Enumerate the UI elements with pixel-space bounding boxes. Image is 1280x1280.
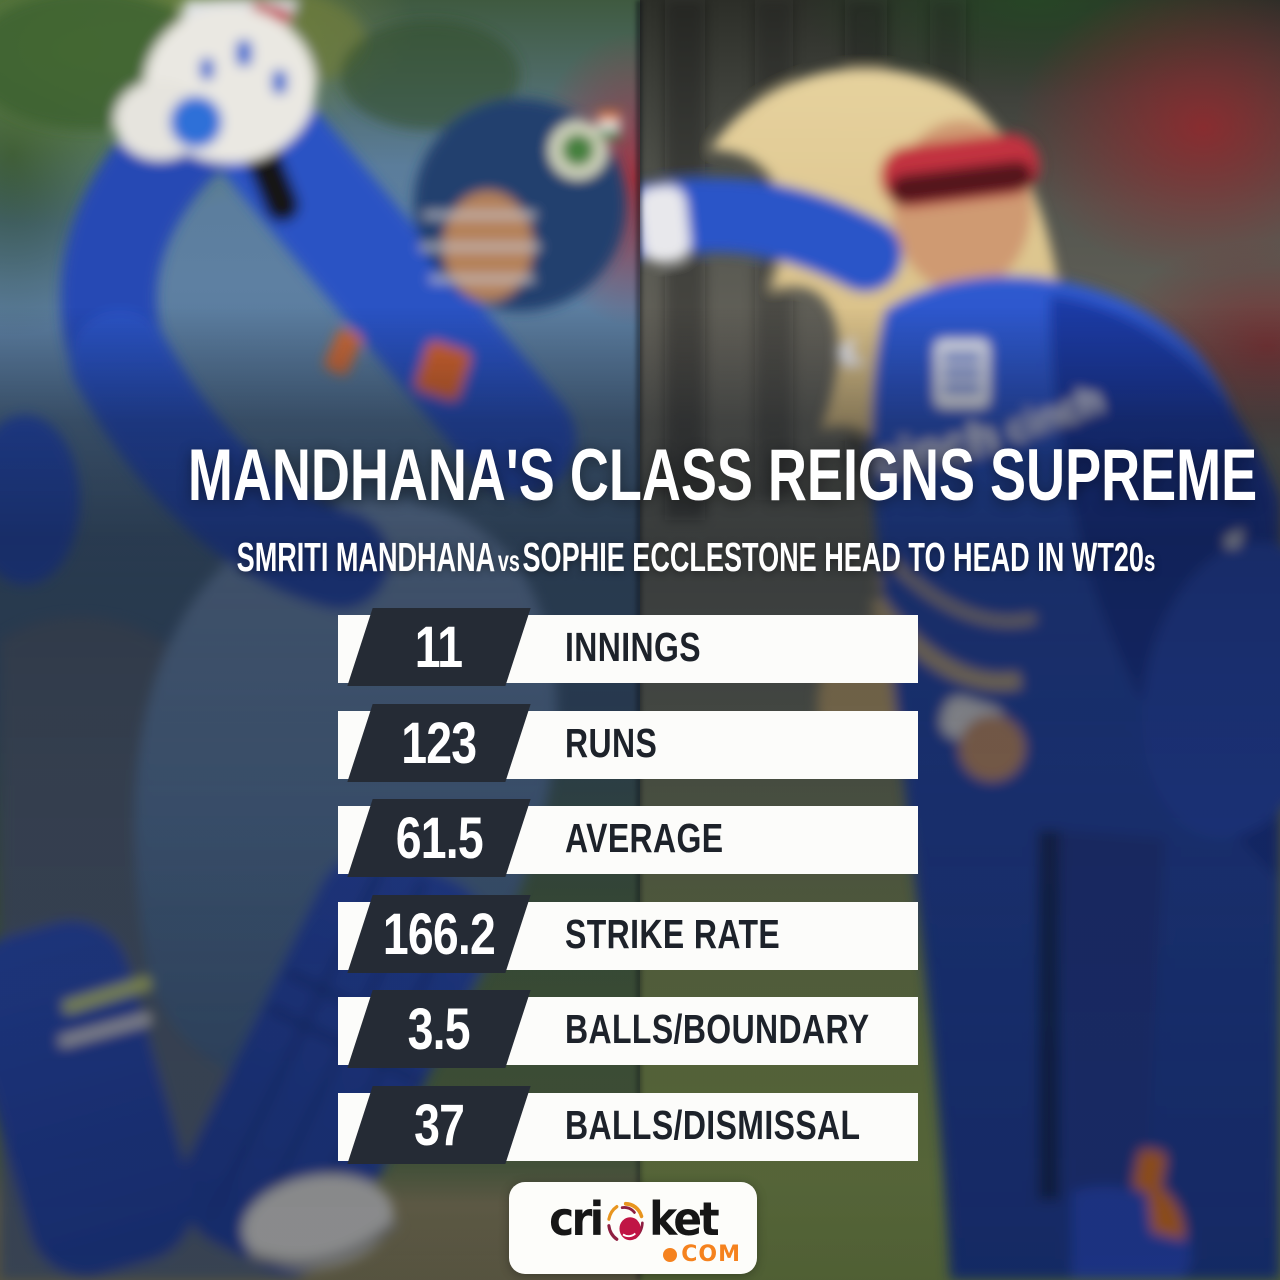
stat-row-strike-rate: 166.2 STRIKE RATE xyxy=(338,895,918,973)
cricket-com-logo: cri ket COM xyxy=(509,1182,757,1274)
cricket-ball-icon xyxy=(604,1199,646,1245)
stat-label: STRIKE RATE xyxy=(565,910,781,957)
subheadline: SMRITI MANDHANAvsSOPHIE ECCLESTONE HEAD … xyxy=(0,534,1280,585)
stat-value: 61.5 xyxy=(395,805,483,871)
logo-text-post: ket xyxy=(649,1192,719,1246)
subtitle-player-left: SMRITI MANDHANA xyxy=(236,534,496,580)
subtitle-vs: vs xyxy=(497,545,520,578)
stat-value: 11 xyxy=(415,614,463,680)
stats-table: 11 INNINGS 123 RUNS 61.5 AVERAGE 166.2 S… xyxy=(338,608,918,1164)
stat-label: BALLS/BOUNDARY xyxy=(565,1005,870,1052)
subtitle-suffix: s xyxy=(1143,543,1156,578)
subheadline-text: SMRITI MANDHANAvsSOPHIE ECCLESTONE HEAD … xyxy=(237,534,1156,585)
subtitle-player-right: SOPHIE ECCLESTONE HEAD TO HEAD IN WT20 xyxy=(522,534,1144,580)
logo-dot-icon xyxy=(663,1247,678,1262)
stat-value-box: 11 xyxy=(347,608,531,686)
stat-label: INNINGS xyxy=(565,623,702,670)
logo-tld: COM xyxy=(663,1242,741,1267)
stat-value: 37 xyxy=(413,1092,464,1158)
stat-value-box: 37 xyxy=(347,1086,531,1164)
logo-wordmark: cri ket xyxy=(519,1192,747,1246)
logo-text-pre: cri xyxy=(549,1192,604,1246)
stat-label: RUNS xyxy=(565,719,658,766)
stat-row-balls-dismissal: 37 BALLS/DISMISSAL xyxy=(338,1086,918,1164)
stat-value: 3.5 xyxy=(407,996,471,1062)
headline: MANDHANA'S CLASS REIGNS SUPREME xyxy=(0,438,1280,514)
logo-tld-text: COM xyxy=(681,1242,741,1267)
stat-value-box: 61.5 xyxy=(347,799,531,877)
stat-value-box: 166.2 xyxy=(347,895,531,973)
stat-value-box: 123 xyxy=(347,704,531,782)
stat-value: 166.2 xyxy=(382,901,496,967)
stat-row-runs: 123 RUNS xyxy=(338,704,918,782)
stat-value-box: 3.5 xyxy=(347,990,531,1068)
stat-row-innings: 11 INNINGS xyxy=(338,608,918,686)
headline-text: MANDHANA'S CLASS REIGNS SUPREME xyxy=(187,435,1258,516)
stat-row-average: 61.5 AVERAGE xyxy=(338,799,918,877)
stat-value: 123 xyxy=(401,710,477,776)
stat-label: BALLS/DISMISSAL xyxy=(565,1101,861,1148)
stat-row-balls-boundary: 3.5 BALLS/BOUNDARY xyxy=(338,990,918,1068)
stat-label: AVERAGE xyxy=(565,814,724,861)
